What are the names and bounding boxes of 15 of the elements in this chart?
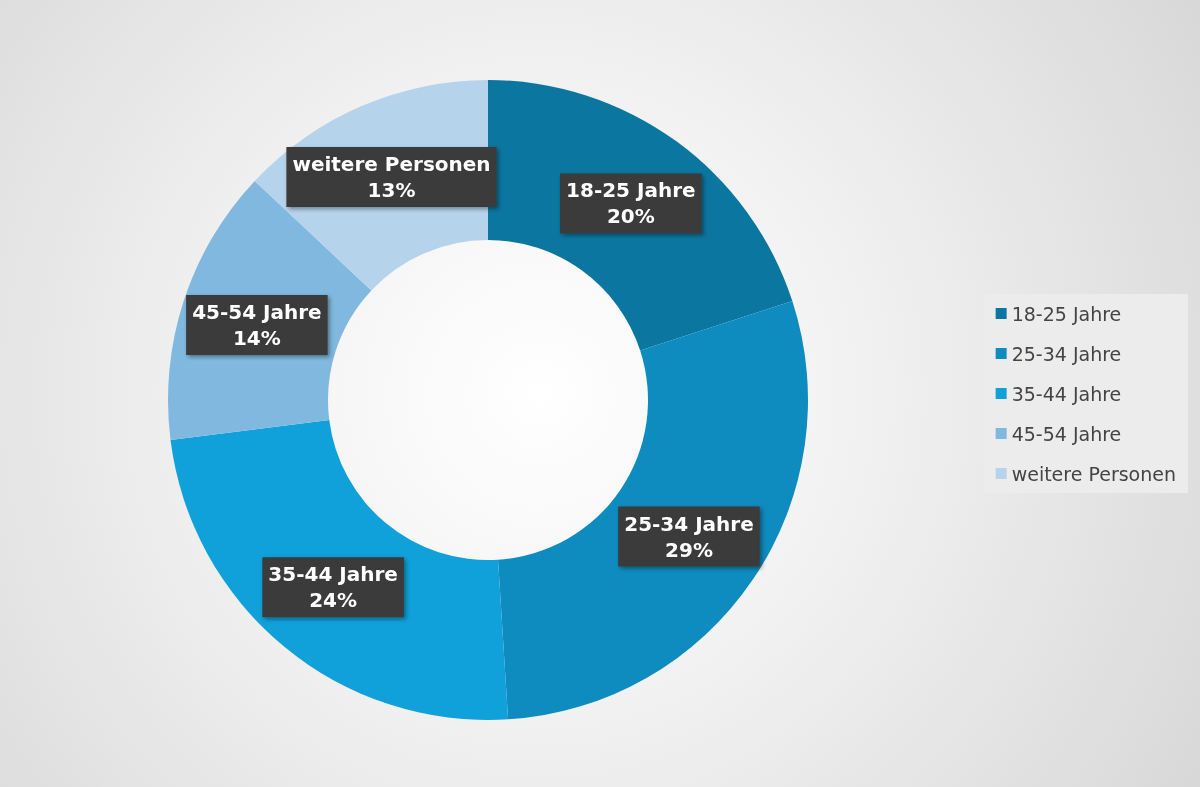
data-label: 29% — [665, 537, 713, 562]
legend-label: 18-25 Jahre — [1011, 302, 1122, 325]
legend-label: weitere Personen — [1011, 462, 1177, 485]
data-label: 20% — [606, 204, 655, 229]
data-label: 13% — [367, 177, 416, 202]
data-label: 14% — [232, 325, 281, 350]
slice-label: 45-54 Jahre — [192, 299, 322, 324]
legend-label: 45-54 Jahre — [1011, 422, 1122, 445]
slice-label: weitere Personen — [292, 151, 491, 176]
slice-label: 35-44 Jahre — [268, 562, 398, 587]
slice-label: 25-34 Jahre — [624, 511, 754, 536]
data-label: 24% — [309, 588, 358, 613]
legend-label: 35-44 Jahre — [1011, 382, 1122, 405]
slice-label: 18-25 Jahre — [566, 178, 696, 203]
legend-label: 25-34 Jahre — [1011, 342, 1122, 365]
